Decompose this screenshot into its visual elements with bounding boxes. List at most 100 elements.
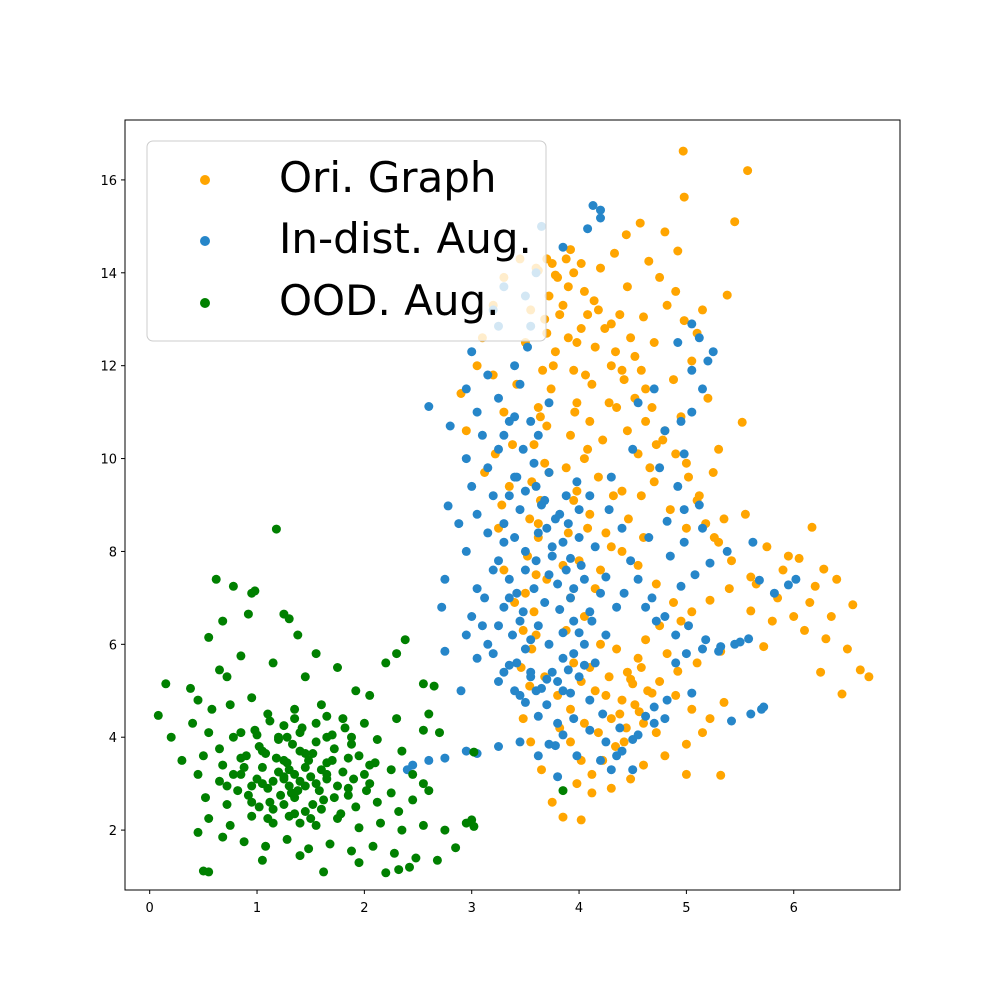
point-ori-graph xyxy=(816,667,826,677)
point-in-dist-aug xyxy=(440,574,450,584)
point-in-dist-aug xyxy=(665,551,675,561)
point-ood-aug xyxy=(279,800,289,809)
point-in-dist-aug xyxy=(472,584,482,594)
point-ori-graph xyxy=(658,435,668,445)
point-in-dist-aug xyxy=(673,481,683,491)
point-in-dist-aug xyxy=(569,584,579,594)
point-in-dist-aug xyxy=(483,463,493,473)
point-ood-aug xyxy=(405,862,414,872)
point-ori-graph xyxy=(593,472,603,482)
point-in-dist-aug xyxy=(553,772,563,782)
point-in-dist-aug xyxy=(499,537,509,547)
point-ood-aug xyxy=(408,795,418,805)
point-ori-graph xyxy=(508,440,517,450)
point-in-dist-aug xyxy=(445,421,455,431)
y-tick-label: 14 xyxy=(100,267,117,282)
point-ori-graph xyxy=(634,707,644,717)
point-ori-graph xyxy=(644,256,654,266)
point-ood-aug xyxy=(153,710,163,720)
point-in-dist-aug xyxy=(563,519,573,529)
point-ood-aug xyxy=(257,855,267,865)
point-ori-graph xyxy=(576,815,586,825)
point-ood-aug xyxy=(319,795,329,805)
point-ood-aug xyxy=(284,614,294,624)
point-in-dist-aug xyxy=(647,593,657,603)
point-ood-aug xyxy=(243,790,253,800)
point-in-dist-aug xyxy=(494,677,503,686)
point-ori-graph xyxy=(622,667,632,677)
point-in-dist-aug xyxy=(601,737,611,747)
point-ori-graph xyxy=(737,417,747,427)
point-in-dist-aug xyxy=(547,667,557,677)
point-ori-graph xyxy=(681,769,691,779)
point-in-dist-aug xyxy=(574,533,584,542)
point-ori-graph xyxy=(671,690,681,700)
point-ori-graph xyxy=(596,263,605,273)
point-ood-aug xyxy=(193,695,203,705)
point-ori-graph xyxy=(649,338,659,347)
legend-label-ori-graph: Ori. Graph xyxy=(279,153,497,202)
point-ood-aug xyxy=(435,728,444,738)
point-ori-graph xyxy=(641,384,651,394)
point-ood-aug xyxy=(340,723,350,733)
point-ori-graph xyxy=(606,714,616,724)
point-ori-graph xyxy=(518,625,528,635)
point-in-dist-aug xyxy=(488,565,498,575)
point-in-dist-aug xyxy=(424,755,434,765)
point-ori-graph xyxy=(525,681,535,691)
point-ori-graph xyxy=(601,528,611,538)
point-ood-aug xyxy=(372,735,382,744)
legend-label-in-dist-aug: In-dist. Aug. xyxy=(279,214,532,263)
point-ori-graph xyxy=(550,270,560,280)
point-in-dist-aug xyxy=(512,588,522,598)
point-in-dist-aug xyxy=(705,558,715,568)
point-ood-aug xyxy=(288,739,297,749)
point-ori-graph xyxy=(558,300,568,310)
point-ood-aug xyxy=(397,746,407,756)
point-ori-graph xyxy=(662,300,672,310)
point-in-dist-aug xyxy=(547,551,557,561)
point-ood-aug xyxy=(166,732,176,742)
point-ori-graph xyxy=(612,403,622,412)
point-ori-graph xyxy=(636,491,646,501)
point-ood-aug xyxy=(293,786,303,796)
point-ood-aug xyxy=(336,809,346,819)
point-ori-graph xyxy=(572,779,582,789)
point-in-dist-aug xyxy=(520,697,530,707)
point-ood-aug xyxy=(300,672,310,682)
x-tick-label: 5 xyxy=(682,901,690,916)
point-ori-graph xyxy=(639,760,648,770)
point-in-dist-aug xyxy=(641,711,651,721)
point-ood-aug xyxy=(558,786,568,796)
point-in-dist-aug xyxy=(690,570,700,580)
point-in-dist-aug xyxy=(649,384,659,394)
point-ori-graph xyxy=(805,598,815,607)
point-ood-aug xyxy=(188,718,198,728)
legend-marker-ood-aug xyxy=(200,298,210,308)
point-ood-aug xyxy=(418,679,428,689)
point-ood-aug xyxy=(432,855,442,865)
point-ood-aug xyxy=(381,658,391,668)
point-ood-aug xyxy=(308,800,318,809)
point-in-dist-aug xyxy=(566,688,575,698)
point-in-dist-aug xyxy=(722,546,732,556)
point-in-dist-aug xyxy=(649,702,659,712)
point-in-dist-aug xyxy=(694,500,704,510)
point-in-dist-aug xyxy=(437,602,447,612)
point-ori-graph xyxy=(660,751,670,761)
point-ori-graph xyxy=(740,509,750,519)
point-in-dist-aug xyxy=(572,751,582,761)
point-ood-aug xyxy=(333,663,342,672)
point-in-dist-aug xyxy=(590,658,600,668)
point-ood-aug xyxy=(304,844,314,854)
point-ori-graph xyxy=(619,737,629,747)
point-ori-graph xyxy=(759,642,769,652)
point-ori-graph xyxy=(743,166,753,176)
point-ood-aug xyxy=(351,686,361,696)
point-ood-aug xyxy=(338,714,348,724)
point-in-dist-aug xyxy=(504,593,514,603)
point-ood-aug xyxy=(207,704,217,714)
point-in-dist-aug xyxy=(443,501,453,511)
point-in-dist-aug xyxy=(494,742,503,751)
point-ood-aug xyxy=(343,753,353,763)
